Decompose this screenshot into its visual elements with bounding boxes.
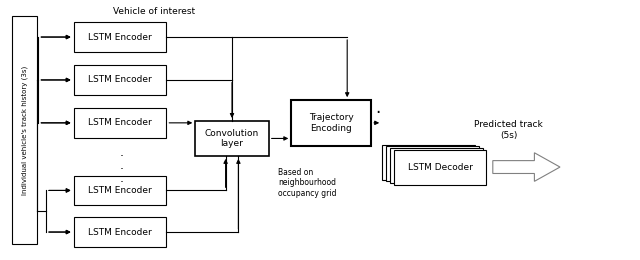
Text: LSTM Encoder: LSTM Encoder [88,75,152,84]
Text: Vehicle of interest: Vehicle of interest [113,6,195,16]
FancyBboxPatch shape [382,145,475,180]
FancyBboxPatch shape [386,146,479,181]
Text: .: . [120,159,124,172]
FancyBboxPatch shape [394,150,486,185]
Text: .: . [120,146,124,159]
FancyBboxPatch shape [74,108,166,138]
FancyBboxPatch shape [291,100,371,146]
Text: LSTM Encoder: LSTM Encoder [88,186,152,195]
FancyBboxPatch shape [390,148,483,183]
Text: Based on
neighbourhood
occupancy grid: Based on neighbourhood occupancy grid [278,168,337,198]
Text: LSTM Decoder: LSTM Decoder [408,162,472,172]
Text: Trajectory
Encoding: Trajectory Encoding [309,113,353,133]
Text: ·: · [375,104,380,122]
FancyBboxPatch shape [12,16,37,244]
Text: LSTM Encoder: LSTM Encoder [88,228,152,237]
Text: .: . [120,172,124,185]
Text: Individual vehicle's track history (3s): Individual vehicle's track history (3s) [21,65,28,195]
FancyBboxPatch shape [74,22,166,52]
FancyBboxPatch shape [74,65,166,95]
FancyBboxPatch shape [74,176,166,205]
Text: Predicted track
(5s): Predicted track (5s) [474,120,543,140]
Text: Convolution
layer: Convolution layer [205,129,259,148]
Text: LSTM Encoder: LSTM Encoder [88,32,152,42]
Text: LSTM Encoder: LSTM Encoder [88,118,152,127]
Polygon shape [493,153,560,181]
FancyBboxPatch shape [195,121,269,156]
FancyBboxPatch shape [74,217,166,247]
